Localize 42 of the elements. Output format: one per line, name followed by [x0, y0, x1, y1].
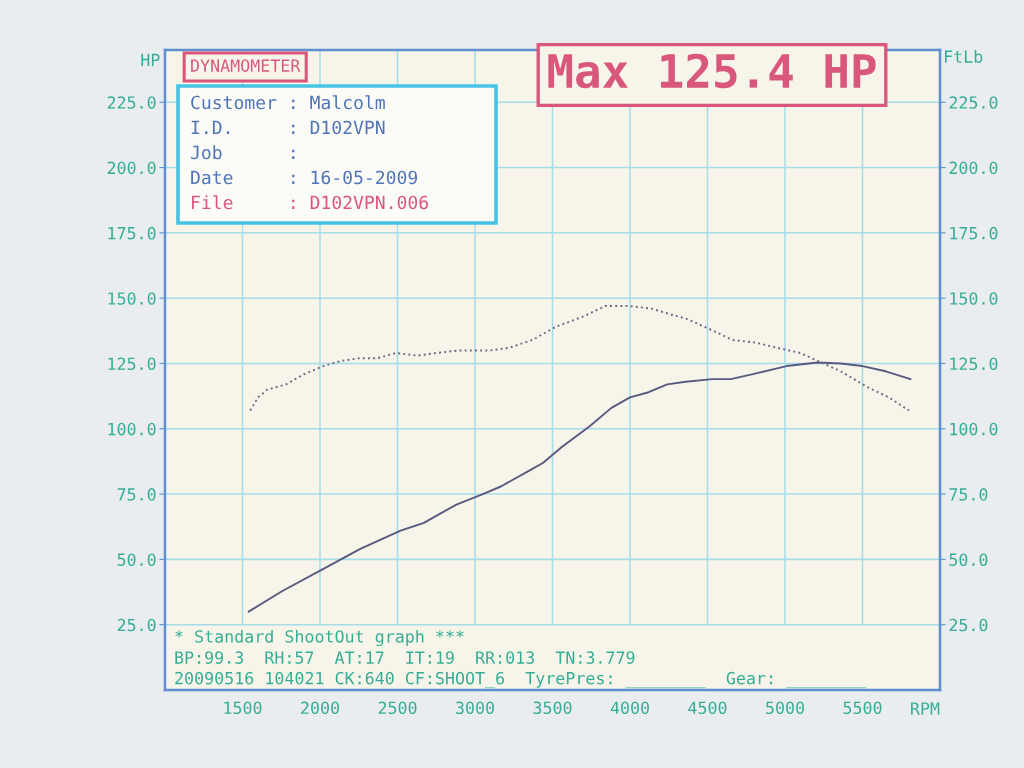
x-tick-label: 2000	[301, 701, 339, 715]
annotation: * Standard ShootOut graph ***	[175, 629, 464, 647]
annotation: 20090516 104021 CK:640 CF:SHOOT_6 TyrePres: ________ Gear: ________	[175, 671, 867, 689]
x-tick-label: 3000	[456, 701, 494, 715]
y-tick-label: 75.0	[117, 488, 156, 501]
annotation: BP:99.3 RH:57 AT:17 IT:19 RR:013 TN:3.779	[175, 651, 635, 664]
annotation: File : D102VPN.006	[192, 195, 428, 210]
x-tick-label: 1500	[224, 701, 262, 715]
y2-tick-label: 75.0	[949, 488, 988, 501]
y2-axis-title: FtLb	[945, 50, 983, 63]
chart-title: DYNAMOMETER	[191, 59, 301, 72]
x-axis-title: RPM	[911, 702, 940, 715]
x-tick-label: 3500	[533, 701, 572, 715]
y-tick-label: 175.0	[108, 226, 156, 240]
annotation: Date : 16-05-2009	[191, 170, 418, 185]
y2-tick-label: 150.0	[950, 292, 998, 305]
annotation: Job :	[190, 145, 295, 160]
x-tick-label: 4500	[688, 701, 727, 715]
x-tick-label: 4000	[610, 701, 649, 715]
y2-tick-label: 225.0	[949, 96, 998, 109]
x-tick-label: 2500	[378, 701, 417, 715]
y2-tick-label: 200.0	[949, 161, 998, 175]
y-tick-label: 25.0	[117, 618, 156, 632]
y-tick-label: 125.0	[108, 357, 156, 371]
line-series	[249, 305, 910, 412]
y-tick-label: 200.0	[107, 161, 156, 175]
y-tick-label: 150.0	[108, 292, 156, 305]
y2-tick-label: 100.0	[950, 422, 998, 436]
y2-tick-label: 175.0	[950, 226, 998, 240]
y-axis-title: HP	[141, 53, 160, 66]
x-tick-label: 5000	[766, 701, 804, 715]
annotation: I.D. : D102VPN	[191, 120, 385, 135]
annotation: Max 125.4 HP	[548, 53, 876, 89]
annotation: Customer : Malcolm	[191, 95, 385, 110]
y2-tick-label: 50.0	[949, 553, 988, 566]
y2-tick-label: 125.0	[950, 357, 998, 371]
y-tick-label: 225.0	[107, 96, 156, 109]
y-tick-label: 50.0	[117, 553, 156, 566]
y2-tick-label: 25.0	[949, 618, 988, 632]
y-tick-label: 100.0	[108, 422, 156, 436]
x-tick-label: 5500	[843, 701, 882, 715]
line-series	[247, 361, 912, 613]
